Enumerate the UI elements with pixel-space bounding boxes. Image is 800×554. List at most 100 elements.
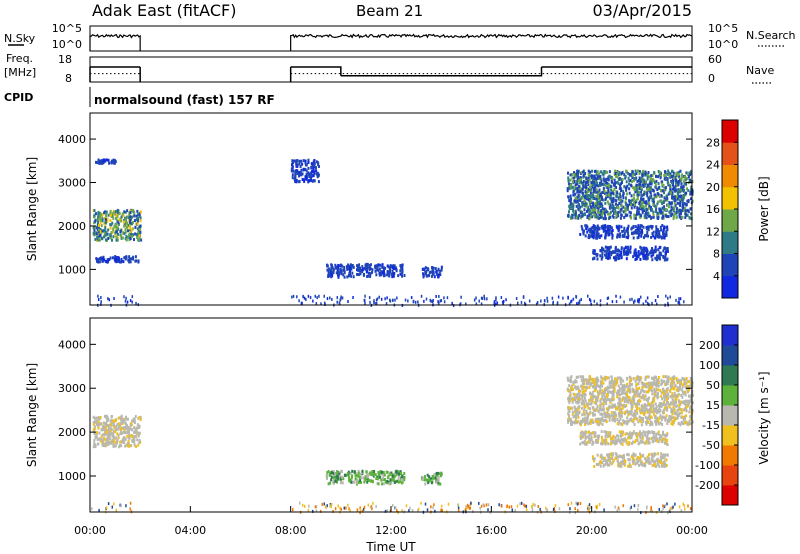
echo-cell bbox=[612, 392, 615, 396]
echo-cell bbox=[596, 229, 599, 233]
echo-cell bbox=[651, 401, 654, 405]
echo-cell bbox=[122, 220, 125, 224]
echo-cell bbox=[610, 188, 613, 192]
echo-cell bbox=[666, 249, 669, 253]
echo-cell bbox=[645, 202, 648, 206]
echo-cell bbox=[397, 470, 400, 474]
echo-cell bbox=[584, 386, 587, 390]
echo-cell bbox=[393, 475, 396, 479]
echo-cell bbox=[115, 227, 118, 231]
speckle-cell bbox=[669, 295, 671, 299]
echo-cell bbox=[597, 204, 600, 208]
echo-cell bbox=[620, 204, 623, 208]
echo-cell bbox=[591, 185, 594, 189]
echo-cell bbox=[647, 441, 650, 445]
echo-cell bbox=[661, 210, 664, 214]
echo-cell bbox=[567, 176, 570, 180]
echo-cell bbox=[300, 173, 303, 177]
echo-cell bbox=[602, 408, 605, 412]
echo-cell bbox=[614, 442, 617, 446]
echo-cell bbox=[617, 412, 620, 416]
echo-cell bbox=[658, 410, 661, 414]
echo-cell bbox=[649, 224, 652, 228]
echo-cell bbox=[690, 382, 693, 386]
echo-cell bbox=[119, 427, 122, 431]
echo-cell bbox=[116, 211, 119, 215]
echo-cell bbox=[433, 473, 436, 477]
echo-cell bbox=[675, 178, 678, 182]
echo-cell bbox=[623, 383, 626, 387]
echo-cell bbox=[585, 421, 588, 425]
echo-cell bbox=[657, 215, 660, 219]
echo-cell bbox=[295, 164, 298, 168]
echo-cell bbox=[101, 229, 104, 233]
echo-cell bbox=[681, 185, 684, 189]
echo-cell bbox=[373, 469, 376, 473]
echo-cell bbox=[576, 420, 579, 424]
speckle-cell bbox=[368, 296, 371, 300]
echo-cell bbox=[655, 406, 658, 410]
echo-cell bbox=[350, 477, 353, 481]
echo-cell bbox=[586, 205, 589, 209]
echo-cell bbox=[579, 211, 582, 215]
speckle-cell bbox=[496, 301, 499, 305]
echo-cell bbox=[93, 213, 96, 217]
echo-cell bbox=[101, 212, 104, 216]
echo-cell bbox=[600, 177, 603, 181]
echo-cell bbox=[604, 201, 607, 205]
echo-cell bbox=[578, 213, 581, 217]
echo-cell bbox=[583, 439, 586, 443]
echo-cell bbox=[317, 161, 320, 165]
echo-cell bbox=[612, 405, 615, 409]
echo-cell bbox=[575, 420, 578, 424]
echo-cell bbox=[680, 415, 683, 419]
echo-cell bbox=[620, 250, 623, 254]
echo-cell bbox=[645, 385, 648, 389]
echo-cell bbox=[621, 404, 624, 408]
echo-cell bbox=[680, 408, 683, 412]
speckle-cell bbox=[435, 294, 437, 298]
echo-cell bbox=[579, 375, 582, 379]
echo-cell bbox=[105, 210, 108, 214]
echo-cell bbox=[678, 215, 681, 219]
echo-cell bbox=[644, 420, 647, 424]
echo-cell bbox=[576, 187, 579, 191]
echo-cell bbox=[339, 481, 342, 485]
echo-cell bbox=[666, 203, 669, 207]
echo-cell bbox=[137, 416, 140, 420]
echo-cell bbox=[384, 266, 387, 270]
echo-cell bbox=[580, 224, 583, 228]
echo-cell bbox=[653, 409, 656, 413]
echo-cell bbox=[117, 425, 120, 429]
echo-cell bbox=[138, 234, 141, 238]
echo-cell bbox=[607, 251, 610, 255]
echo-cell bbox=[657, 376, 660, 380]
echo-cell bbox=[127, 224, 130, 228]
echo-cell bbox=[569, 392, 572, 396]
echo-cell bbox=[105, 428, 108, 432]
echo-cell bbox=[624, 214, 627, 218]
echo-cell bbox=[634, 404, 637, 408]
echo-cell bbox=[310, 173, 313, 177]
echo-cell bbox=[671, 397, 674, 401]
echo-cell bbox=[137, 231, 140, 235]
echo-cell bbox=[590, 226, 593, 230]
echo-cell bbox=[615, 391, 618, 395]
echo-cell bbox=[689, 212, 692, 216]
echo-cell bbox=[111, 438, 114, 442]
echo-cell bbox=[583, 412, 586, 416]
echo-cell bbox=[588, 379, 591, 383]
echo-cell bbox=[636, 417, 639, 421]
echo-cell bbox=[602, 406, 605, 410]
echo-cell bbox=[637, 255, 640, 259]
echo-cell bbox=[618, 399, 621, 403]
echo-cell bbox=[569, 386, 572, 390]
echo-cell bbox=[357, 273, 360, 277]
noise-tick-top-right: 10^5 bbox=[708, 22, 738, 35]
echo-cell bbox=[670, 202, 673, 206]
echo-cell bbox=[633, 401, 636, 405]
echo-cell bbox=[350, 264, 353, 268]
echo-cell bbox=[291, 160, 294, 164]
echo-cell bbox=[688, 216, 691, 220]
echo-cell bbox=[570, 197, 573, 201]
